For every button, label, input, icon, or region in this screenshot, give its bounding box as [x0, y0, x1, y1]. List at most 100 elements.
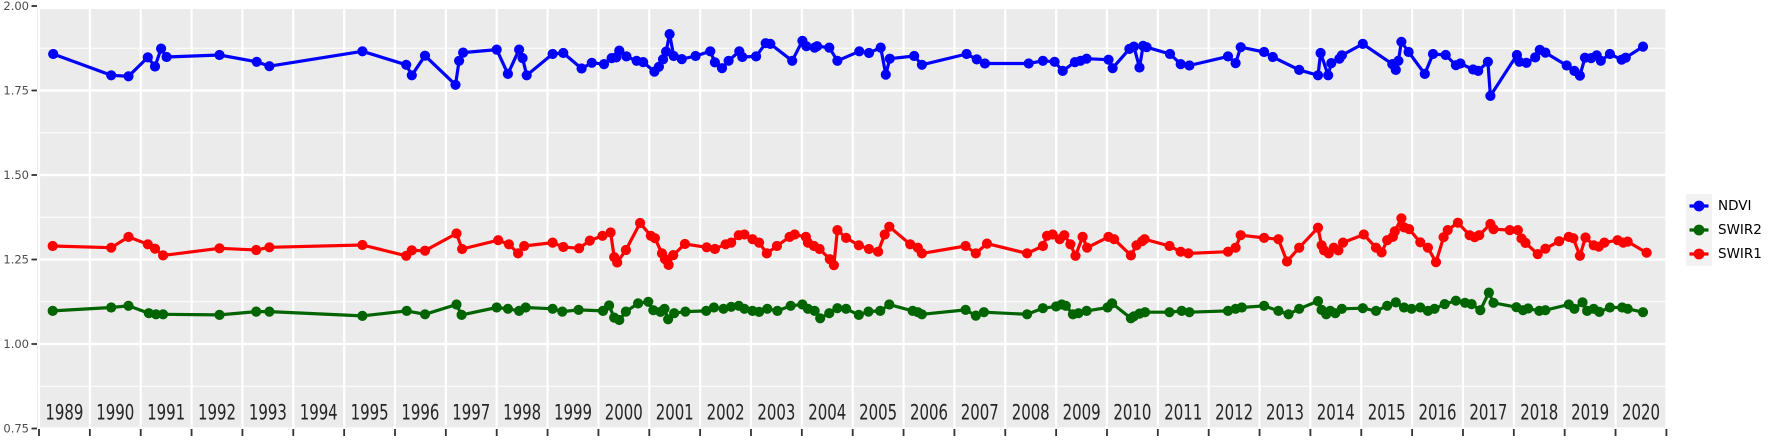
data-point: [150, 309, 162, 320]
data-point: [771, 240, 783, 252]
x-year-label: 2006: [910, 401, 948, 425]
data-point: [1622, 303, 1633, 314]
data-point: [1312, 222, 1324, 233]
data-point: [419, 50, 431, 61]
data-point: [598, 59, 610, 70]
x-year-label: 2003: [757, 401, 795, 425]
data-point: [649, 233, 661, 244]
data-point: [214, 243, 225, 254]
data-point: [1577, 297, 1588, 308]
data-point: [841, 232, 852, 243]
data-point: [643, 296, 654, 307]
data-point: [1164, 240, 1175, 252]
x-year-label: 1999: [554, 401, 592, 425]
data-point: [620, 244, 632, 256]
x-year-label: 2009: [1063, 401, 1101, 425]
data-point: [737, 51, 748, 63]
data-point: [657, 54, 669, 65]
x-year-label: 1994: [300, 401, 338, 425]
x-axis-year-labels: 1989 1990 1991 1992 1993 1994 1995 1996 1997 1998…: [45, 401, 1660, 425]
y-axis-ticks: [31, 5, 37, 430]
data-point: [716, 63, 728, 74]
data-point: [961, 48, 972, 60]
data-point: [1523, 303, 1534, 314]
data-point: [1070, 250, 1081, 261]
data-point: [787, 55, 798, 66]
swir2-line-dot-icon: [1686, 218, 1712, 242]
data-point: [1103, 54, 1114, 65]
series-swir2: [47, 287, 1649, 326]
data-point: [1504, 225, 1515, 236]
data-point: [1474, 230, 1485, 241]
data-point: [47, 305, 58, 316]
y-axis-label: 1.75: [3, 84, 29, 98]
data-point: [558, 241, 569, 253]
data-point: [1422, 242, 1433, 253]
data-point: [264, 61, 275, 72]
data-point: [1107, 63, 1118, 74]
data-point: [765, 38, 776, 50]
data-point: [873, 246, 884, 257]
data-point: [905, 239, 916, 250]
data-point: [979, 58, 991, 69]
y-axis-label: 1.00: [3, 337, 29, 351]
data-point: [1222, 246, 1234, 257]
data-point: [457, 243, 468, 255]
data-point: [456, 309, 467, 320]
data-point: [517, 53, 528, 64]
data-point: [574, 243, 585, 254]
data-point: [1273, 305, 1284, 316]
data-point: [251, 244, 262, 256]
data-point: [1641, 247, 1652, 258]
data-point: [701, 305, 712, 316]
data-point: [547, 48, 558, 60]
data-point: [1403, 46, 1414, 58]
data-point: [663, 259, 674, 270]
data-point: [1430, 257, 1442, 268]
data-point: [158, 250, 169, 261]
data-point: [754, 237, 765, 248]
data-point: [123, 300, 134, 311]
data-point: [1037, 240, 1048, 252]
data-point: [709, 57, 721, 68]
data-point: [1294, 64, 1305, 75]
x-year-label: 2014: [1317, 401, 1355, 425]
data-point: [726, 301, 737, 312]
x-year-label: 1995: [351, 401, 389, 425]
data-point: [1520, 237, 1531, 248]
data-point: [668, 250, 679, 261]
data-point: [1419, 68, 1430, 79]
data-point: [401, 59, 412, 70]
ndvi-line-dot-icon: [1686, 194, 1712, 218]
legend-item-swir1: SWIR1: [1686, 242, 1762, 266]
data-point: [1475, 305, 1486, 316]
data-point: [1037, 303, 1048, 314]
data-point: [547, 237, 558, 248]
data-point: [513, 248, 524, 259]
data-point: [1390, 297, 1401, 308]
data-point: [1440, 49, 1451, 61]
data-point: [1404, 224, 1415, 235]
data-point: [357, 239, 368, 251]
data-point: [1398, 302, 1410, 313]
data-point: [1455, 58, 1466, 69]
data-point: [676, 54, 687, 65]
data-point: [519, 240, 530, 252]
data-point: [1357, 38, 1368, 50]
data-point: [809, 305, 820, 316]
data-point: [879, 229, 890, 240]
data-point: [981, 238, 993, 249]
data-point: [970, 248, 981, 259]
data-point: [1312, 70, 1324, 81]
data-point: [1294, 242, 1305, 253]
data-point: [1230, 58, 1241, 69]
x-year-label: 2020: [1622, 401, 1660, 425]
legend-item-swir2: SWIR2: [1686, 218, 1762, 242]
data-point: [1312, 296, 1324, 307]
x-year-label: 2019: [1571, 401, 1609, 425]
data-point: [620, 306, 632, 317]
data-point: [669, 308, 680, 319]
data-point: [1236, 302, 1247, 313]
data-point: [1134, 62, 1145, 73]
